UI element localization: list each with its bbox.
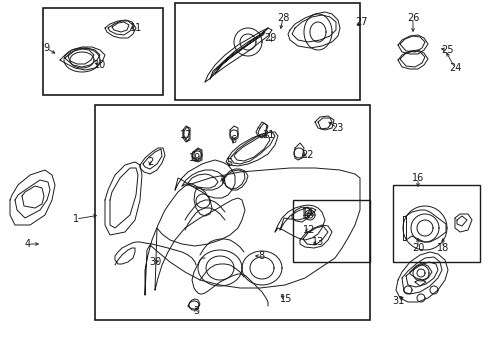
Text: 7: 7 — [219, 176, 224, 186]
Text: 8: 8 — [257, 251, 264, 261]
Text: 18: 18 — [436, 243, 448, 253]
Text: 15: 15 — [279, 294, 292, 304]
Text: 29: 29 — [263, 33, 276, 43]
Bar — [95, 105, 369, 320]
Bar — [175, 3, 359, 100]
Text: 16: 16 — [411, 173, 423, 183]
Text: 11: 11 — [130, 23, 142, 33]
Text: 28: 28 — [276, 13, 288, 23]
Text: 26: 26 — [406, 13, 418, 23]
Text: 19: 19 — [188, 153, 201, 163]
Text: 4: 4 — [25, 239, 31, 249]
Bar — [392, 185, 479, 262]
Text: 30: 30 — [148, 257, 161, 267]
Text: 23: 23 — [330, 123, 343, 133]
Text: 2: 2 — [146, 157, 153, 167]
Text: 13: 13 — [311, 237, 324, 247]
Text: 14: 14 — [301, 208, 313, 218]
Bar — [43, 8, 163, 95]
Text: 1: 1 — [73, 214, 79, 224]
Text: 24: 24 — [448, 63, 460, 73]
Text: 6: 6 — [229, 135, 236, 145]
Bar — [292, 200, 369, 262]
Text: 3: 3 — [193, 306, 199, 316]
Text: 9: 9 — [43, 43, 49, 53]
Text: 22: 22 — [301, 150, 314, 160]
Text: 5: 5 — [225, 158, 232, 168]
Text: 25: 25 — [440, 45, 452, 55]
Text: 27: 27 — [355, 17, 367, 27]
Text: 21: 21 — [261, 130, 274, 140]
Text: 12: 12 — [302, 225, 315, 235]
Text: 31: 31 — [391, 296, 403, 306]
Text: 20: 20 — [411, 243, 423, 253]
Text: 17: 17 — [180, 130, 192, 140]
Text: 10: 10 — [94, 60, 106, 70]
